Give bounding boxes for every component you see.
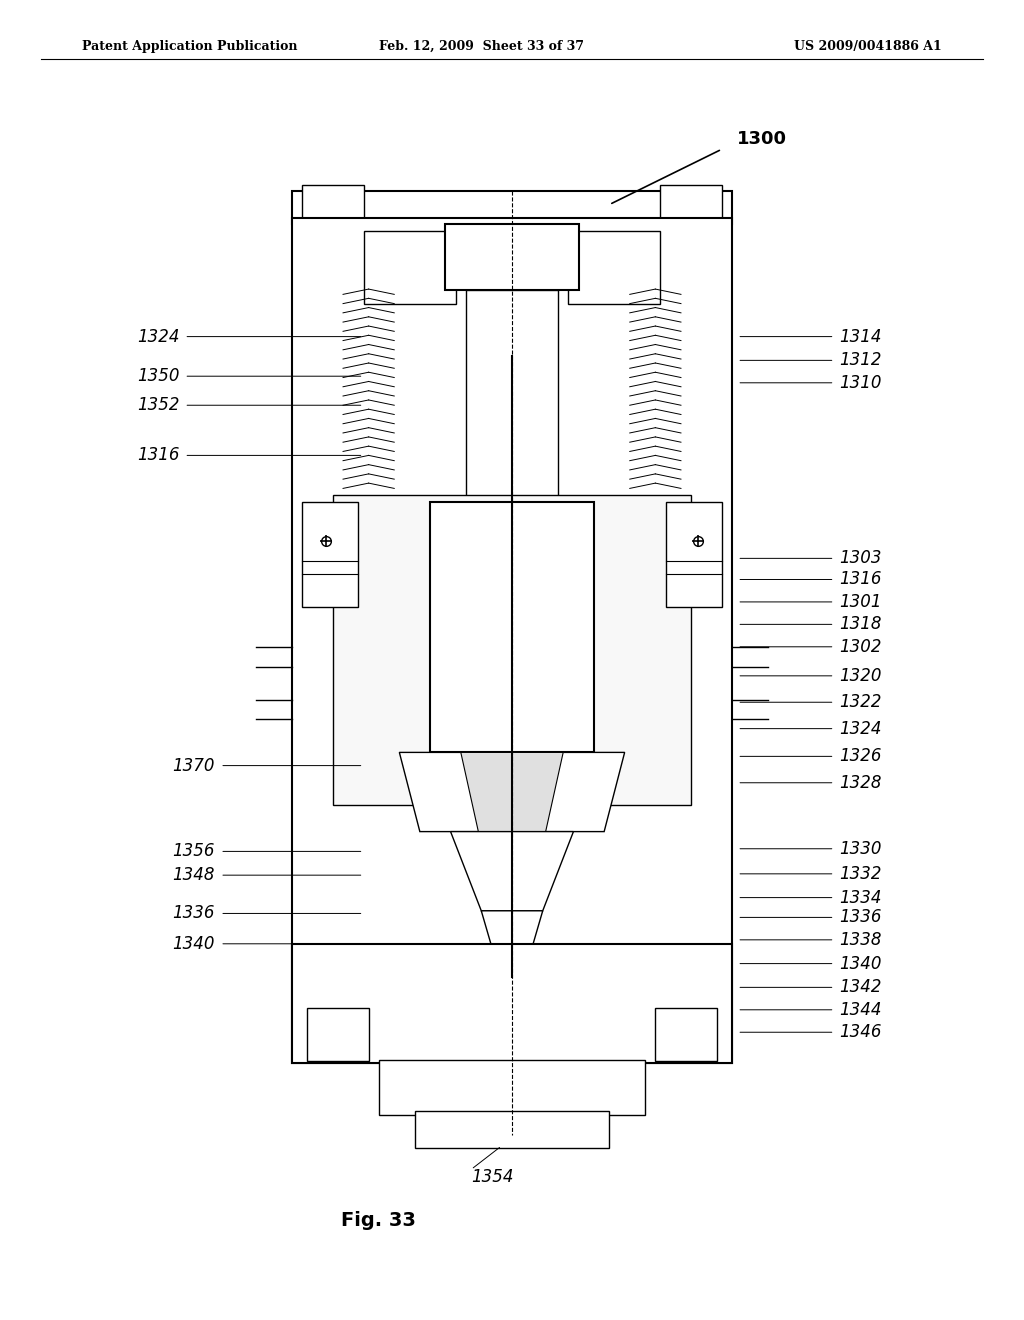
Text: 1336: 1336 [840,908,883,927]
Text: 1342: 1342 [840,978,883,997]
Text: US 2009/0041886 A1: US 2009/0041886 A1 [795,40,942,53]
Text: Fig. 33: Fig. 33 [341,1212,417,1230]
Text: 1356: 1356 [172,842,215,861]
Bar [292,944,732,1063]
Text: 1318: 1318 [840,615,883,634]
Bar [302,185,364,218]
Text: 1336: 1336 [172,904,215,923]
Bar [307,1008,369,1061]
Bar [466,290,558,502]
Text: 1344: 1344 [840,1001,883,1019]
Bar [415,1111,609,1148]
Text: 1314: 1314 [840,327,883,346]
Polygon shape [399,752,625,832]
Text: 1312: 1312 [840,351,883,370]
Bar [655,1008,717,1061]
Text: 1334: 1334 [840,888,883,907]
Text: 1370: 1370 [172,756,215,775]
Bar [333,495,691,805]
Text: 1302: 1302 [840,638,883,656]
Bar [292,191,732,224]
Text: 1354: 1354 [471,1168,514,1187]
Text: 1338: 1338 [840,931,883,949]
Text: 1324: 1324 [840,719,883,738]
Polygon shape [451,832,573,911]
Text: 1348: 1348 [172,866,215,884]
Text: 1322: 1322 [840,693,883,711]
Text: 1326: 1326 [840,747,883,766]
Bar [666,502,722,607]
Polygon shape [481,911,543,964]
Polygon shape [502,950,522,983]
Bar [445,224,579,290]
Bar [302,502,358,607]
Text: 1340: 1340 [172,935,215,953]
Text: Feb. 12, 2009  Sheet 33 of 37: Feb. 12, 2009 Sheet 33 of 37 [379,40,584,53]
Text: 1340: 1340 [840,954,883,973]
Text: 1324: 1324 [136,327,179,346]
Bar [292,218,732,1063]
Text: 1316: 1316 [136,446,179,465]
Bar [379,1060,645,1115]
Text: 1330: 1330 [840,840,883,858]
Bar [660,185,722,218]
Bar [568,231,660,304]
Text: 1332: 1332 [840,865,883,883]
Text: 1346: 1346 [840,1023,883,1041]
Text: 1301: 1301 [840,593,883,611]
Text: Patent Application Publication: Patent Application Publication [82,40,297,53]
Text: 1310: 1310 [840,374,883,392]
Text: 1328: 1328 [840,774,883,792]
Text: 1320: 1320 [840,667,883,685]
Polygon shape [461,752,563,845]
Text: 1303: 1303 [840,549,883,568]
Text: 1352: 1352 [136,396,179,414]
Bar [430,502,594,752]
Text: 1300: 1300 [737,129,787,148]
Text: 1350: 1350 [136,367,179,385]
Bar [364,231,456,304]
Text: 1316: 1316 [840,570,883,589]
